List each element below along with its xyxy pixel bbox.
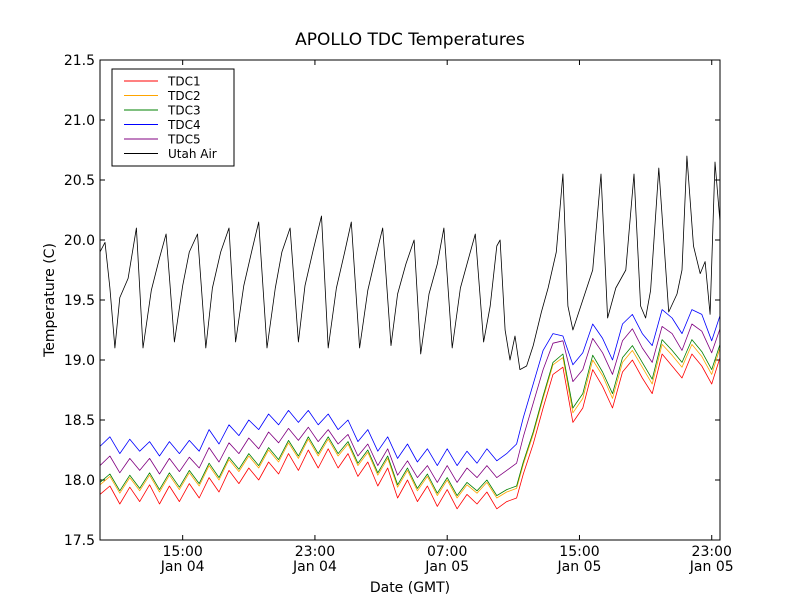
axis-ticks: 17.5 18.0 18.5 19.0 19.5 20.0 20.5 21.0 21.5 15:0… [64, 53, 734, 575]
legend-label: TDC2 [167, 89, 201, 103]
y-tick-label: 19.5 [64, 293, 95, 309]
series-layer [100, 155, 720, 510]
x-tick-time-label: 07:00 [427, 544, 467, 560]
series-line-tdc3 [100, 339, 720, 497]
x-tick-time-label: 15:00 [559, 544, 599, 560]
plot-frame [99, 59, 721, 541]
legend-label: TDC4 [167, 118, 201, 132]
y-tick-label: 20.0 [64, 233, 95, 249]
x-tick-time-label: 23:00 [295, 544, 335, 560]
y-tick-label: 18.5 [64, 413, 95, 429]
legend-label: TDC5 [167, 133, 201, 147]
y-tick-label: 17.5 [64, 533, 95, 549]
chart-title: APOLLO TDC Temperatures [295, 30, 525, 50]
x-tick-time-label: 15:00 [162, 544, 202, 560]
x-tick-time-label: 23:00 [692, 544, 732, 560]
x-axis-title: Date (GMT) [370, 580, 450, 596]
y-axis-title: Temperature (C) [42, 243, 58, 358]
x-tick-date-label: Jan 05 [557, 559, 602, 575]
x-tick-date-label: Jan 05 [424, 559, 469, 575]
y-tick-label: 21.5 [64, 53, 95, 69]
legend-box [111, 68, 235, 167]
legend-label: TDC3 [167, 104, 201, 118]
legend-label: Utah Air [168, 147, 217, 161]
y-tick-label: 18.0 [64, 473, 95, 489]
series-line-utah-air [100, 155, 720, 371]
x-tick-date-label: Jan 05 [689, 559, 734, 575]
legend-label: TDC1 [167, 75, 201, 89]
series-line-tdc5 [100, 323, 720, 483]
series-line-tdc2 [100, 343, 720, 499]
y-tick-label: 20.5 [64, 173, 95, 189]
series-line-tdc1 [100, 353, 720, 510]
series-line-tdc4 [100, 309, 720, 467]
y-tick-label: 21.0 [64, 113, 95, 129]
y-tick-label: 19.0 [64, 353, 95, 369]
x-tick-date-label: Jan 04 [292, 559, 337, 575]
x-tick-date-label: Jan 04 [160, 559, 205, 575]
